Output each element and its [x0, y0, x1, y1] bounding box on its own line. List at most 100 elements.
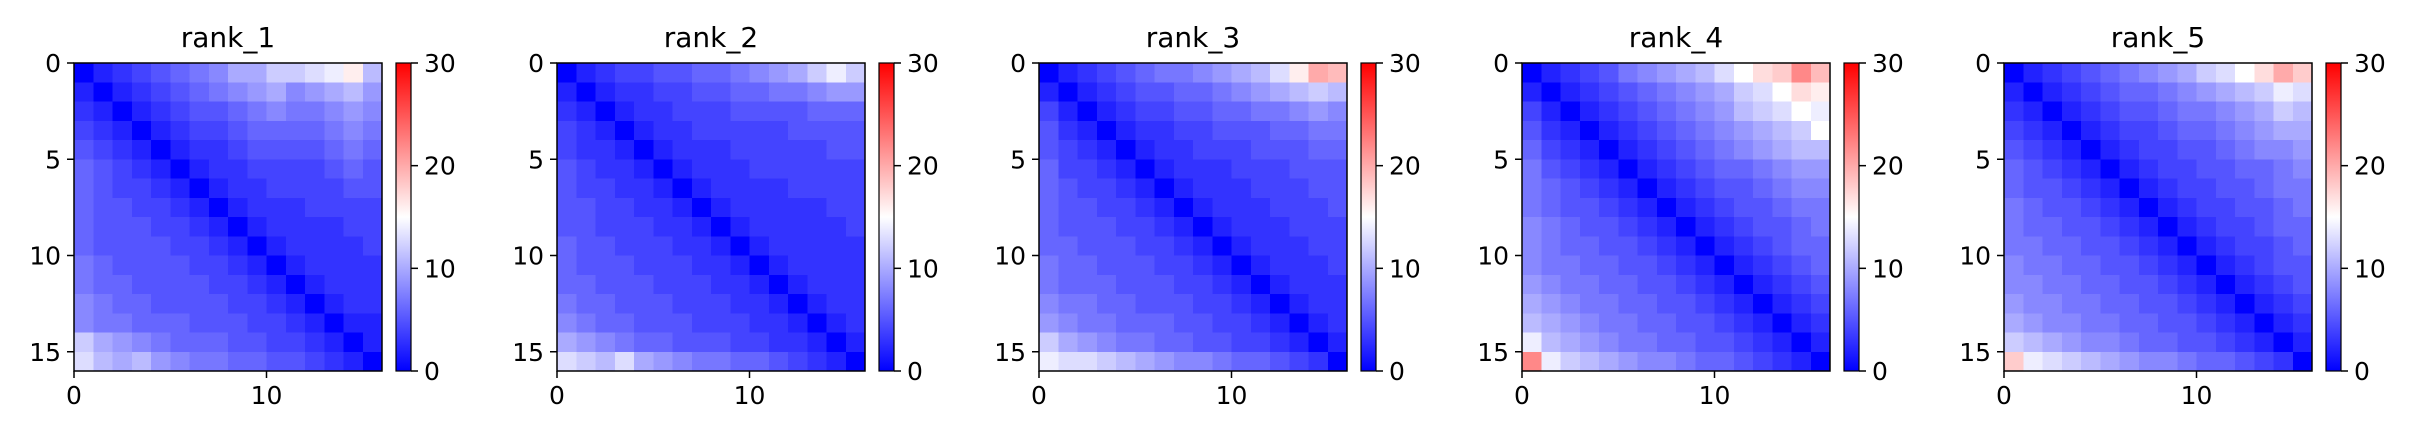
- cell-r10-c11: [768, 255, 789, 276]
- cell-r7-c7: [1656, 197, 1677, 218]
- cell-r15-c13: [2254, 351, 2274, 372]
- cell-r12-c3: [1096, 294, 1117, 314]
- cell-r0-c14: [1308, 63, 1329, 83]
- cell-r9-c14: [343, 236, 364, 256]
- cell-r13-c3: [1096, 313, 1117, 333]
- cell-r1-c11: [1250, 82, 1271, 102]
- cell-r9-c8: [711, 236, 731, 256]
- cell-r15-c4: [634, 351, 654, 372]
- cell-r1-c4: [151, 82, 171, 102]
- cell-r13-c13: [1772, 313, 1792, 333]
- cell-r15-c8: [228, 351, 248, 372]
- cell-r9-c8: [1193, 236, 1213, 256]
- cell-r15-c3: [1579, 351, 1600, 372]
- cell-r6-c10: [1231, 178, 1252, 199]
- cell-r6-c10: [2196, 178, 2217, 199]
- cell-r12-c3: [131, 294, 152, 314]
- cell-r6-c11: [1733, 178, 1754, 199]
- cell-r8-c5: [1618, 217, 1638, 237]
- cell-r12-c3: [1579, 294, 1600, 314]
- cell-r6-c11: [2215, 178, 2236, 199]
- colorbar-tick-label: 30: [2354, 49, 2386, 78]
- cell-r5-c5: [2100, 159, 2120, 179]
- cell-r12-c13: [1772, 294, 1792, 314]
- cell-r11-c7: [1173, 274, 1194, 295]
- cell-r7-c7: [2138, 197, 2159, 218]
- cell-r0-c0: [1522, 63, 1542, 83]
- cell-r11-c2: [595, 274, 616, 295]
- cell-r13-c14: [1791, 313, 1812, 333]
- cell-r3-c13: [1289, 120, 1309, 141]
- cell-r14-c5: [653, 332, 673, 353]
- cell-r12-c15: [2292, 294, 2313, 314]
- cell-r2-c3: [2061, 101, 2082, 122]
- x-tick-label: 0: [1514, 381, 1530, 410]
- cell-r13-c2: [1560, 313, 1581, 333]
- cell-r7-c15: [845, 197, 866, 218]
- cell-r9-c14: [2273, 236, 2294, 256]
- cell-r11-c10: [749, 274, 770, 295]
- cell-r8-c2: [2042, 217, 2063, 237]
- cell-r10-c15: [362, 255, 383, 276]
- cell-r6-c8: [1676, 178, 1696, 199]
- cell-r4-c1: [1541, 140, 1561, 160]
- cell-r7-c0: [1522, 197, 1542, 218]
- cell-r14-c11: [1733, 332, 1754, 353]
- cell-r8-c11: [2215, 217, 2236, 237]
- cell-r0-c3: [131, 63, 152, 83]
- cell-r6-c14: [1791, 178, 1812, 199]
- colorbar-tick-label: 10: [1872, 254, 1904, 283]
- cell-r9-c7: [2138, 236, 2159, 256]
- cell-r12-c14: [2273, 294, 2294, 314]
- cell-r3-c0: [557, 120, 577, 141]
- cell-r3-c14: [826, 120, 847, 141]
- cell-r12-c10: [266, 294, 287, 314]
- cell-r1-c0: [74, 82, 94, 102]
- cell-r8-c4: [2081, 217, 2101, 237]
- cell-r11-c3: [2061, 274, 2082, 295]
- cell-r12-c14: [1308, 294, 1329, 314]
- cell-r4-c10: [749, 140, 770, 160]
- cell-r13-c10: [266, 313, 287, 333]
- cell-r0-c15: [1810, 63, 1831, 83]
- cell-r12-c15: [845, 294, 866, 314]
- cell-r13-c13: [324, 313, 344, 333]
- cell-r6-c12: [1753, 178, 1773, 199]
- heatmap-cells: [2004, 63, 2313, 372]
- cell-r14-c6: [672, 332, 693, 353]
- cell-r0-c3: [2061, 63, 2082, 83]
- cell-r1-c4: [1599, 82, 1619, 102]
- cell-r1-c13: [1289, 82, 1309, 102]
- cell-r10-c13: [324, 255, 344, 276]
- cell-r2-c13: [324, 101, 344, 122]
- cell-r4-c1: [93, 140, 113, 160]
- cell-r12-c11: [768, 294, 789, 314]
- cell-r0-c6: [1154, 63, 1175, 83]
- cell-r0-c10: [266, 63, 287, 83]
- cell-r7-c9: [730, 197, 750, 218]
- cell-r11-c5: [2100, 274, 2120, 295]
- cell-r13-c1: [93, 313, 113, 333]
- cell-r0-c14: [343, 63, 364, 83]
- cell-r5-c14: [1308, 159, 1329, 179]
- cell-r13-c1: [576, 313, 596, 333]
- cell-r10-c5: [653, 255, 673, 276]
- cell-r2-c6: [1637, 101, 1658, 122]
- cell-r2-c1: [576, 101, 596, 122]
- cell-r0-c6: [2119, 63, 2140, 83]
- cell-r1-c10: [2196, 82, 2217, 102]
- cell-r4-c6: [1154, 140, 1175, 160]
- cell-r7-c14: [826, 197, 847, 218]
- cell-r7-c6: [1637, 197, 1658, 218]
- cell-r1-c11: [1733, 82, 1754, 102]
- cell-r13-c7: [1656, 313, 1677, 333]
- cell-r7-c2: [112, 197, 133, 218]
- cell-r2-c1: [1541, 101, 1561, 122]
- cell-r3-c0: [74, 120, 94, 141]
- cell-r2-c11: [1250, 101, 1271, 122]
- colorbar-tick-label: 30: [1389, 49, 1421, 78]
- cell-r13-c6: [672, 313, 693, 333]
- cell-r0-c10: [2196, 63, 2217, 83]
- cell-r14-c1: [93, 332, 113, 353]
